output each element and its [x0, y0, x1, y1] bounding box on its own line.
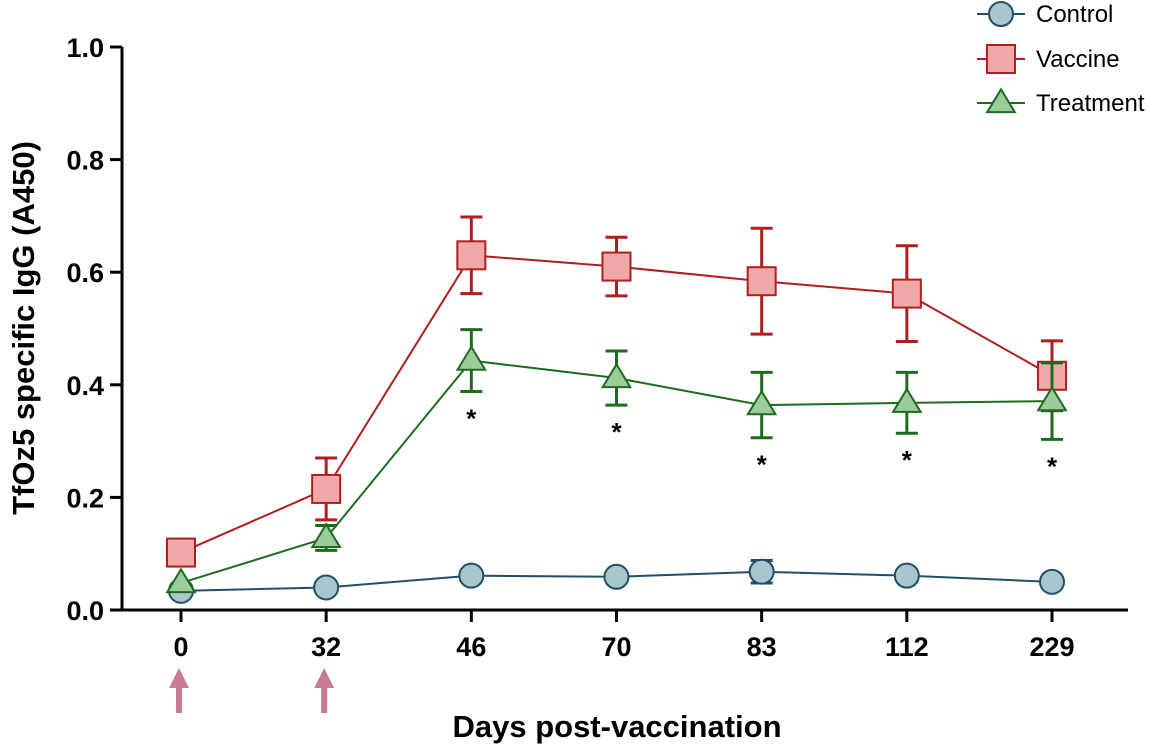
y-axis-ticks: 0.0 0.2 0.4 0.6 0.8 1.0: [66, 33, 122, 626]
vaccination-arrows: [169, 668, 335, 713]
legend: Control Vaccine Treatment: [977, 1, 1145, 117]
data-point: [455, 344, 487, 371]
data-point: [891, 278, 922, 309]
data-point: [748, 558, 775, 585]
data-point: [456, 240, 487, 271]
series-layer: [165, 215, 1068, 604]
data-point: [746, 389, 778, 416]
x-tick-label: 70: [601, 632, 631, 662]
data-point: [1036, 385, 1068, 412]
data-point: [165, 567, 197, 594]
significance-marker: *: [902, 445, 913, 475]
vaccination-arrow: [169, 668, 189, 713]
significance-marker: *: [757, 450, 768, 480]
x-axis-title: Days post-vaccination: [452, 709, 781, 744]
data-point: [893, 562, 920, 589]
legend-marker: [988, 1, 1014, 27]
x-tick-label: 83: [747, 632, 777, 662]
data-point: [311, 473, 342, 504]
legend-item-treatment: Treatment: [977, 87, 1145, 117]
y-tick-label: 0.4: [66, 371, 104, 401]
y-tick-label: 1.0: [66, 33, 104, 63]
series-treatment: [165, 328, 1068, 594]
legend-item-vaccine: Vaccine: [977, 44, 1120, 74]
x-tick-label: 32: [311, 632, 341, 662]
significance-marker: *: [611, 417, 622, 447]
arrow-shaft: [321, 686, 328, 713]
y-tick-label: 0.6: [66, 258, 104, 288]
significance-marker: *: [466, 404, 477, 434]
data-point: [600, 362, 633, 389]
x-tick-label: 46: [456, 632, 486, 662]
data-point: [891, 387, 923, 413]
x-tick-label: 0: [173, 632, 188, 662]
legend-label: Vaccine: [1036, 46, 1120, 73]
data-point: [1039, 568, 1065, 595]
y-tick-label: 0.0: [66, 596, 104, 626]
arrow-head: [169, 668, 189, 688]
x-tick-label: 229: [1029, 632, 1074, 662]
data-point: [313, 574, 340, 601]
arrow-shaft: [176, 686, 182, 713]
y-axis-title: TfOz5 specific IgG (A450): [6, 141, 41, 515]
x-axis-ticks: 0 32 46 70 83 112 229: [173, 610, 1075, 662]
y-tick-label: 0.2: [66, 483, 104, 513]
legend-marker: [985, 87, 1017, 114]
arrow-head: [314, 668, 335, 688]
data-point: [166, 537, 196, 568]
x-tick-label: 112: [885, 632, 929, 662]
legend-label: Control: [1036, 1, 1113, 28]
data-point: [310, 522, 342, 549]
data-point: [746, 266, 777, 297]
data-point: [601, 251, 632, 282]
legend-marker: [986, 44, 1016, 74]
legend-label: Treatment: [1036, 90, 1145, 117]
data-point: [603, 563, 630, 590]
significance-marker: *: [1047, 451, 1058, 481]
data-point: [458, 562, 485, 589]
significance-layer: * * * * *: [466, 404, 1058, 482]
series-vaccine: [166, 215, 1067, 568]
vaccination-arrow: [314, 668, 335, 713]
axes: [120, 47, 1128, 612]
legend-item-control: Control: [977, 1, 1113, 28]
series-control: [168, 558, 1065, 604]
y-tick-label: 0.8: [66, 146, 104, 176]
